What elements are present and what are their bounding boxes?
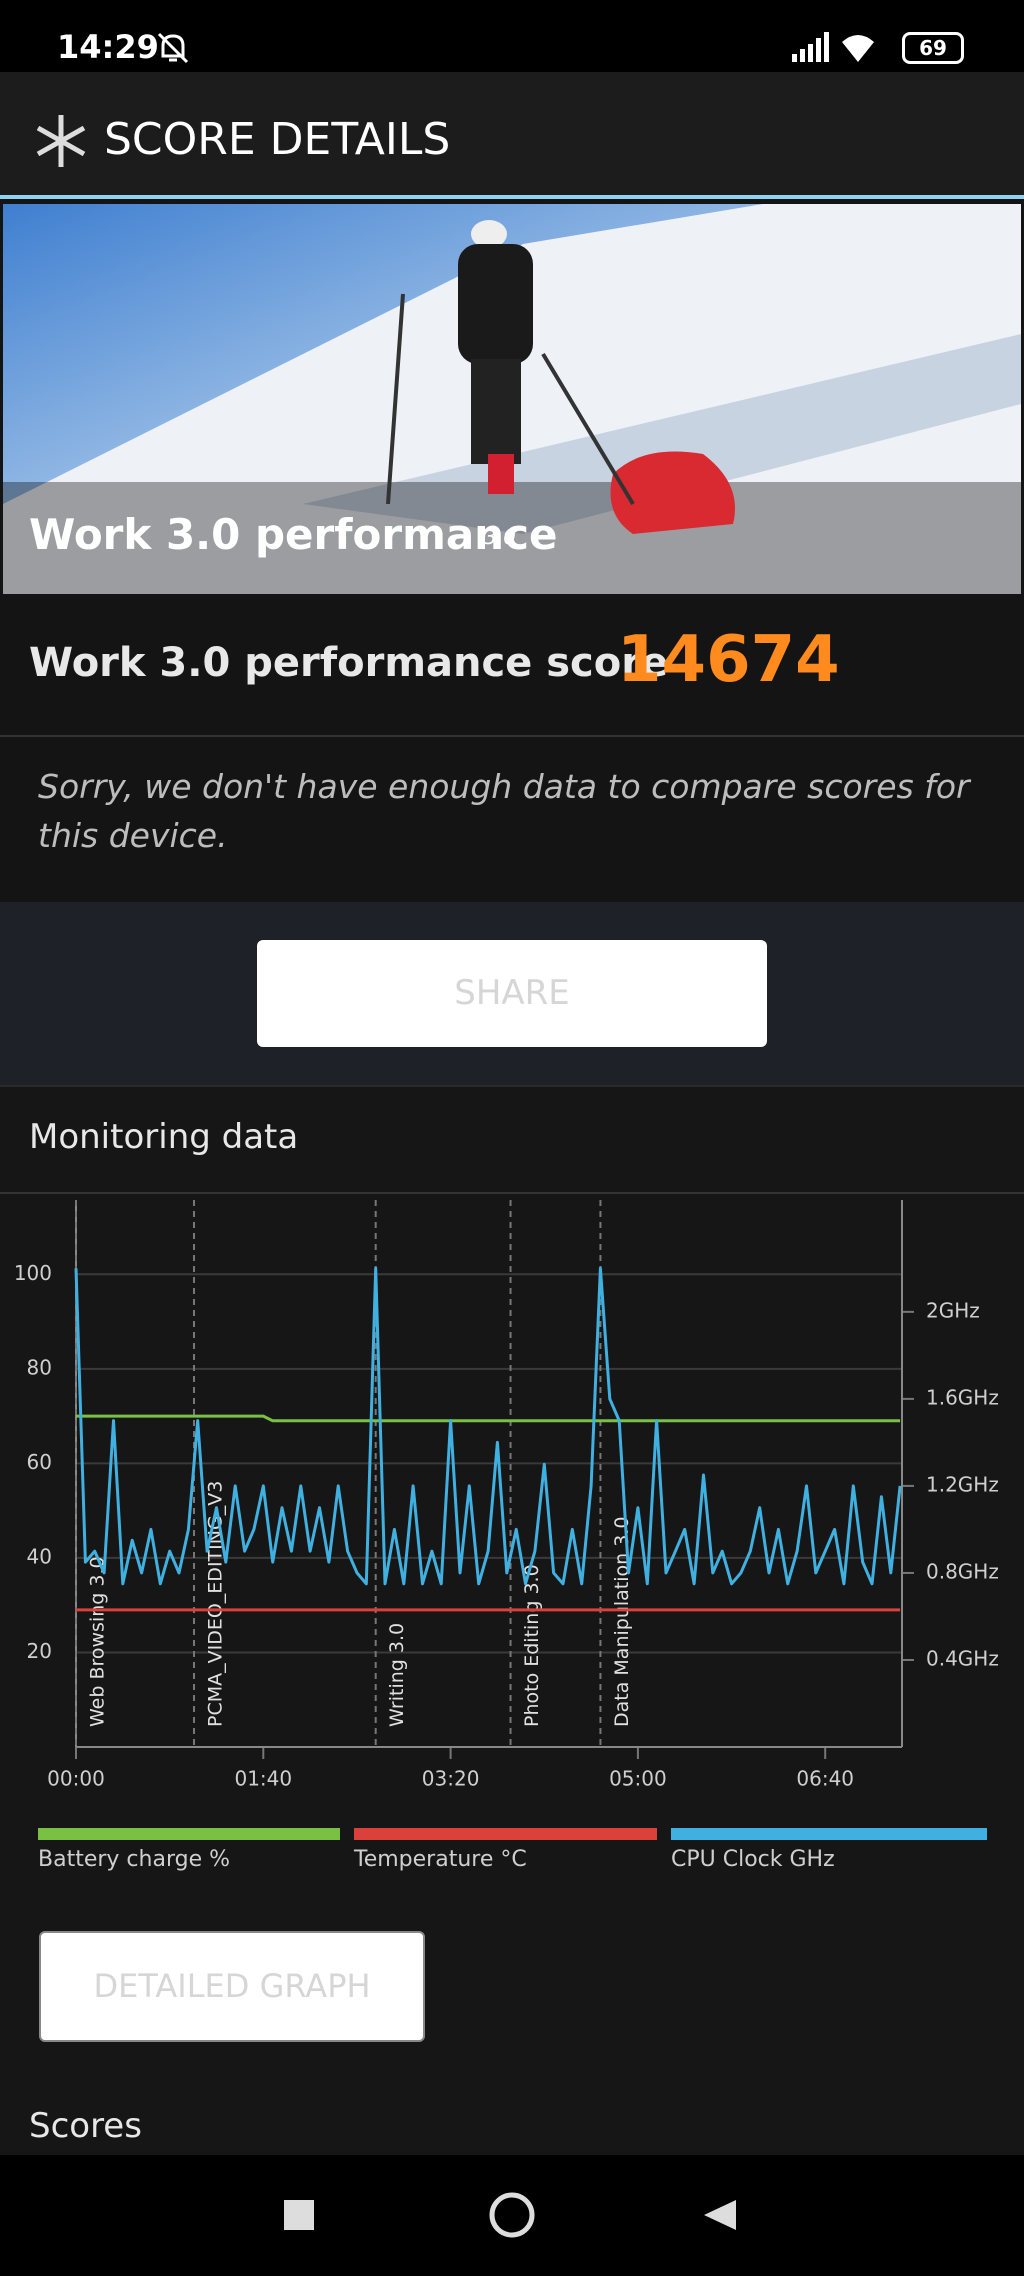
legend-swatch: [671, 1828, 987, 1840]
share-area: SHARE: [0, 902, 1024, 1085]
score-label: Work 3.0 performance score: [29, 640, 669, 686]
skier: [386, 220, 735, 534]
clock: 14:29: [57, 28, 159, 66]
y2-tick-label: 1.6GHz: [926, 1385, 999, 1409]
y2-tick-label: 2GHz: [926, 1298, 980, 1322]
legend-label: Temperature °C: [353, 1847, 527, 1872]
test-marker-label: Photo Editing 3.0: [521, 1564, 543, 1727]
legend-swatch: [354, 1828, 657, 1840]
nav-icons: [284, 2192, 736, 2238]
hero-version: 3.0: [484, 525, 516, 549]
score-row: Work 3.0 performance score 14674: [0, 595, 1024, 737]
signal-wifi-icons: [792, 32, 874, 62]
x-tick-label: 00:00: [47, 1767, 105, 1791]
y-tick-label: 40: [27, 1544, 52, 1568]
test-marker-label: Web Browsing 3.0: [87, 1556, 109, 1727]
series-line: [74, 1266, 902, 1586]
score-value: 14674: [617, 623, 840, 697]
header-divider: [0, 195, 1024, 199]
mute-icon: [157, 32, 189, 64]
y2-tick-label: 0.4GHz: [926, 1646, 999, 1670]
x-tick-label: 05:00: [609, 1767, 667, 1791]
monitoring-chart: 20 40 60 80 100 0.4GHz 0.8GHz 1.2GHz 1.6GHz 2GHz 0…: [14, 1200, 999, 1872]
battery-level: 69: [902, 32, 964, 64]
test-marker-label: Data Manipulation 3.0: [611, 1517, 633, 1727]
status-bar: 14:29 69: [0, 0, 1024, 72]
x-tick-label: 01:40: [234, 1767, 292, 1791]
detailed-graph-button[interactable]: DETAILED GRAPH: [39, 1931, 425, 2042]
y-tick-label: 60: [27, 1450, 52, 1474]
y2-tick-label: 1.2GHz: [926, 1472, 999, 1496]
y-tick-label: 80: [27, 1355, 52, 1379]
page-title: SCORE DETAILS: [104, 114, 451, 165]
legend-label: Battery charge %: [38, 1847, 230, 1872]
legend-label: CPU Clock GHz: [671, 1847, 835, 1872]
x-tick-label: 06:40: [796, 1767, 854, 1791]
navigation-bar: [0, 2155, 1024, 2276]
series-line: [76, 1414, 901, 1423]
comparison-note: Sorry, we don't have enough data to comp…: [38, 767, 970, 855]
recents-button[interactable]: [284, 2200, 314, 2230]
app-bar: SCORE DETAILS: [0, 72, 1024, 195]
y-tick-label: 20: [27, 1639, 52, 1663]
scores-title: Scores: [29, 2106, 142, 2146]
snowflake-icon[interactable]: [32, 112, 90, 170]
back-button[interactable]: [704, 2200, 736, 2230]
legend-swatch: [38, 1828, 340, 1840]
home-button[interactable]: [489, 2192, 535, 2238]
y2-tick-label: 0.8GHz: [926, 1559, 999, 1583]
y-tick-label: 100: [14, 1261, 52, 1285]
card-divider: [0, 1192, 1024, 1194]
test-marker-label: Writing 3.0: [386, 1623, 408, 1727]
x-tick-label: 03:20: [422, 1767, 480, 1791]
share-button[interactable]: SHARE: [257, 940, 767, 1047]
hero-image: [3, 204, 1021, 594]
hero-title: Work 3.0 performance: [29, 510, 558, 559]
monitoring-title: Monitoring data: [29, 1117, 299, 1157]
